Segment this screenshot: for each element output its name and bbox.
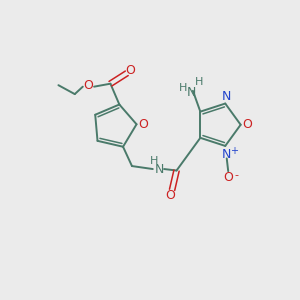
Text: O: O [223,171,233,184]
Text: N: N [187,86,196,99]
Text: O: O [166,189,176,202]
Text: O: O [138,118,148,131]
Text: N: N [222,148,231,161]
Text: O: O [83,79,93,92]
Text: O: O [242,118,252,131]
Text: O: O [125,64,135,77]
Text: -: - [235,170,239,180]
Text: H: H [179,83,188,93]
Text: H: H [195,77,203,87]
Text: +: + [230,146,238,156]
Text: N: N [222,90,231,103]
Text: H: H [150,156,158,166]
Text: N: N [154,163,164,176]
